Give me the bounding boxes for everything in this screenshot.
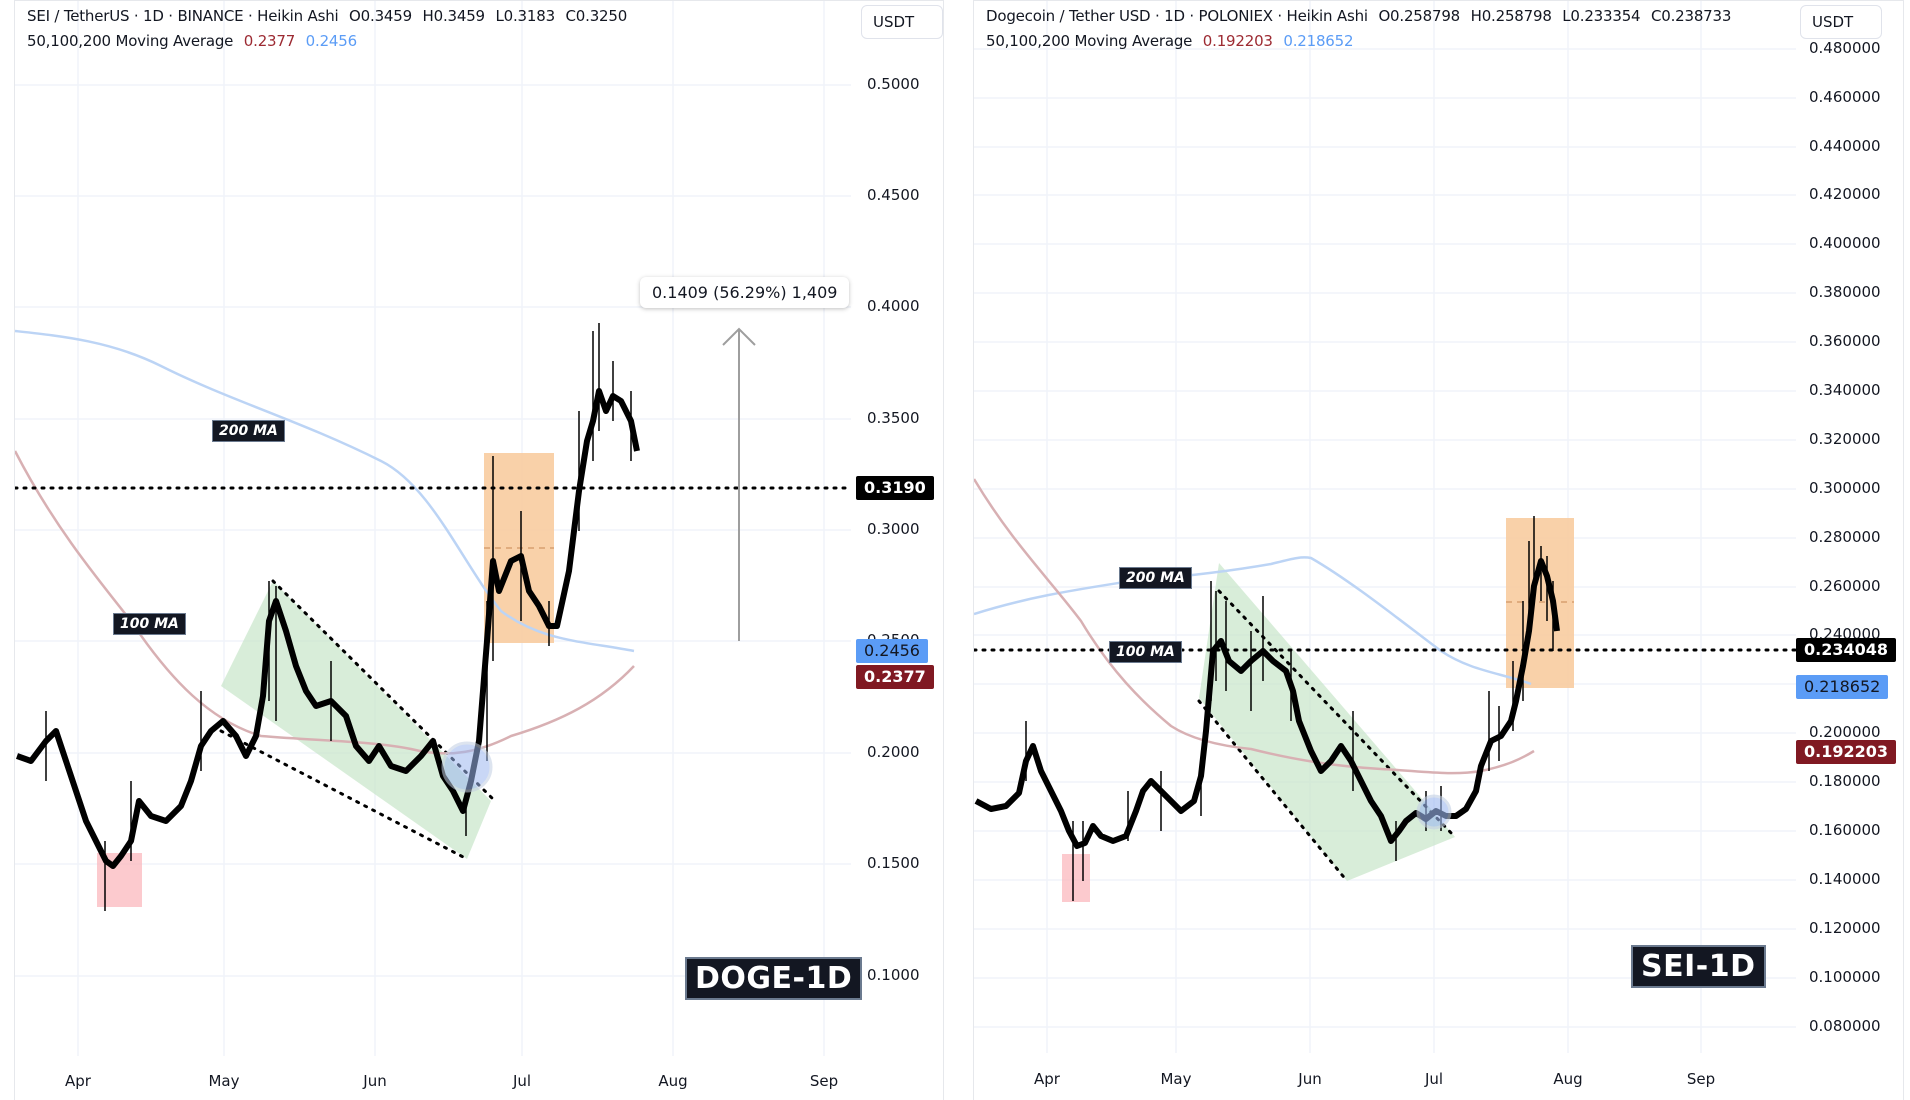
symbol-title[interactable]: Dogecoin / Tether USD · 1D · POLONIEX · … bbox=[986, 7, 1368, 25]
ma100-annotation[interactable]: 100 MA bbox=[113, 613, 186, 635]
right-legend: Dogecoin / Tether USD · 1D · POLONIEX · … bbox=[986, 7, 1737, 25]
last-price-tag: 0.3190 bbox=[856, 476, 934, 500]
ticker-badge[interactable]: SEI-1D bbox=[1631, 945, 1766, 988]
price-tick: 0.200000 bbox=[1809, 723, 1881, 741]
price-tick: 0.160000 bbox=[1809, 821, 1881, 839]
price-tick: 0.440000 bbox=[1809, 137, 1881, 155]
month-tick: May bbox=[1160, 1070, 1192, 1088]
price-tick: 0.400000 bbox=[1809, 234, 1881, 252]
price-tick: 0.3000 bbox=[867, 520, 920, 538]
ma100-annotation[interactable]: 100 MA bbox=[1109, 641, 1182, 663]
ma200-line bbox=[15, 329, 635, 653]
month-tick: Sep bbox=[1686, 1070, 1716, 1088]
ma200-value: 0.218652 bbox=[1283, 32, 1354, 50]
ma100-price-tag: 0.192203 bbox=[1796, 740, 1897, 764]
left-chart-panel[interactable]: SEI / TetherUS · 1D · BINANCE · Heikin A… bbox=[14, 0, 944, 1100]
price-tick: 0.080000 bbox=[1809, 1017, 1881, 1035]
low-zone-box bbox=[1062, 854, 1090, 902]
price-tick: 0.420000 bbox=[1809, 185, 1881, 203]
price-tick: 0.480000 bbox=[1809, 39, 1881, 57]
price-tick: 0.360000 bbox=[1809, 332, 1881, 350]
ma100-value: 0.2377 bbox=[243, 32, 296, 50]
month-tick: Apr bbox=[1034, 1070, 1060, 1088]
ma100-line bbox=[15, 450, 635, 755]
currency-button[interactable]: USDT bbox=[1800, 5, 1882, 39]
month-tick: Sep bbox=[809, 1072, 839, 1090]
price-tick: 0.3500 bbox=[867, 409, 920, 427]
measure-tooltip[interactable]: 0.1409 (56.29%) 1,409 bbox=[640, 277, 850, 308]
ma100-line bbox=[974, 478, 1535, 775]
ohlc-open: O0.258798 bbox=[1378, 7, 1461, 25]
price-tick: 0.340000 bbox=[1809, 381, 1881, 399]
price-tick: 0.320000 bbox=[1809, 430, 1881, 448]
ohlc-open: O0.3459 bbox=[349, 7, 412, 25]
breakout-circle bbox=[441, 741, 493, 793]
price-tick: 0.4500 bbox=[867, 186, 920, 204]
ma200-price-tag: 0.218652 bbox=[1796, 675, 1889, 699]
month-tick: Apr bbox=[65, 1072, 91, 1090]
ohlc-close: C0.3250 bbox=[565, 7, 628, 25]
right-ma-legend: 50,100,200 Moving Average 0.192203 0.218… bbox=[986, 32, 1359, 50]
price-tick: 0.100000 bbox=[1809, 968, 1881, 986]
measure-arrow bbox=[722, 327, 756, 641]
price-candles bbox=[974, 516, 1560, 901]
price-tick: 0.2000 bbox=[867, 743, 920, 761]
price-candles bbox=[15, 323, 640, 911]
price-tick: 0.180000 bbox=[1809, 772, 1881, 790]
price-tick: 0.380000 bbox=[1809, 283, 1881, 301]
price-tick: 0.1000 bbox=[867, 966, 920, 984]
price-tick: 0.120000 bbox=[1809, 919, 1881, 937]
ohlc-low: L0.3183 bbox=[495, 7, 555, 25]
right-chart-canvas[interactable] bbox=[974, 1, 1904, 1100]
ohlc-low: L0.233354 bbox=[1562, 7, 1641, 25]
price-tick: 0.280000 bbox=[1809, 528, 1881, 546]
left-chart-canvas[interactable] bbox=[15, 1, 944, 1100]
ohlc-high: H0.3459 bbox=[422, 7, 486, 25]
price-tick: 0.260000 bbox=[1809, 577, 1881, 595]
ma-indicator-title[interactable]: 50,100,200 Moving Average bbox=[986, 32, 1193, 50]
ticker-badge[interactable]: DOGE-1D bbox=[685, 957, 863, 1000]
left-ma-legend: 50,100,200 Moving Average 0.2377 0.2456 bbox=[27, 32, 363, 50]
month-tick: Jun bbox=[1298, 1070, 1322, 1088]
symbol-title[interactable]: SEI / TetherUS · 1D · BINANCE · Heikin A… bbox=[27, 7, 339, 25]
month-tick: Aug bbox=[1553, 1070, 1583, 1088]
currency-button[interactable]: USDT bbox=[861, 5, 943, 39]
month-tick: Jul bbox=[512, 1072, 532, 1090]
month-tick: May bbox=[208, 1072, 240, 1090]
right-chart-panel[interactable]: Dogecoin / Tether USD · 1D · POLONIEX · … bbox=[973, 0, 1904, 1100]
price-tick: 0.140000 bbox=[1809, 870, 1881, 888]
ma200-annotation[interactable]: 200 MA bbox=[1119, 567, 1192, 589]
ma100-price-tag: 0.2377 bbox=[856, 665, 934, 689]
month-tick: Jul bbox=[1424, 1070, 1444, 1088]
ma-indicator-title[interactable]: 50,100,200 Moving Average bbox=[27, 32, 234, 50]
price-tick: 0.460000 bbox=[1809, 88, 1881, 106]
ma100-value: 0.192203 bbox=[1202, 32, 1273, 50]
ma200-price-tag: 0.2456 bbox=[856, 639, 928, 663]
price-tick: 0.300000 bbox=[1809, 479, 1881, 497]
last-price-tag: 0.234048 bbox=[1796, 638, 1897, 662]
month-tick: Jun bbox=[363, 1072, 387, 1090]
ma200-annotation[interactable]: 200 MA bbox=[212, 420, 285, 442]
price-tick: 0.5000 bbox=[867, 75, 920, 93]
ohlc-high: H0.258798 bbox=[1470, 7, 1552, 25]
breakout-zone-box bbox=[1506, 518, 1574, 688]
left-legend: SEI / TetherUS · 1D · BINANCE · Heikin A… bbox=[27, 7, 633, 25]
price-tick: 0.4000 bbox=[867, 297, 920, 315]
month-tick: Aug bbox=[658, 1072, 688, 1090]
price-tick: 0.1500 bbox=[867, 854, 920, 872]
ma200-value: 0.2456 bbox=[305, 32, 357, 50]
ohlc-close: C0.238733 bbox=[1650, 7, 1732, 25]
breakout-circle bbox=[1416, 794, 1452, 830]
